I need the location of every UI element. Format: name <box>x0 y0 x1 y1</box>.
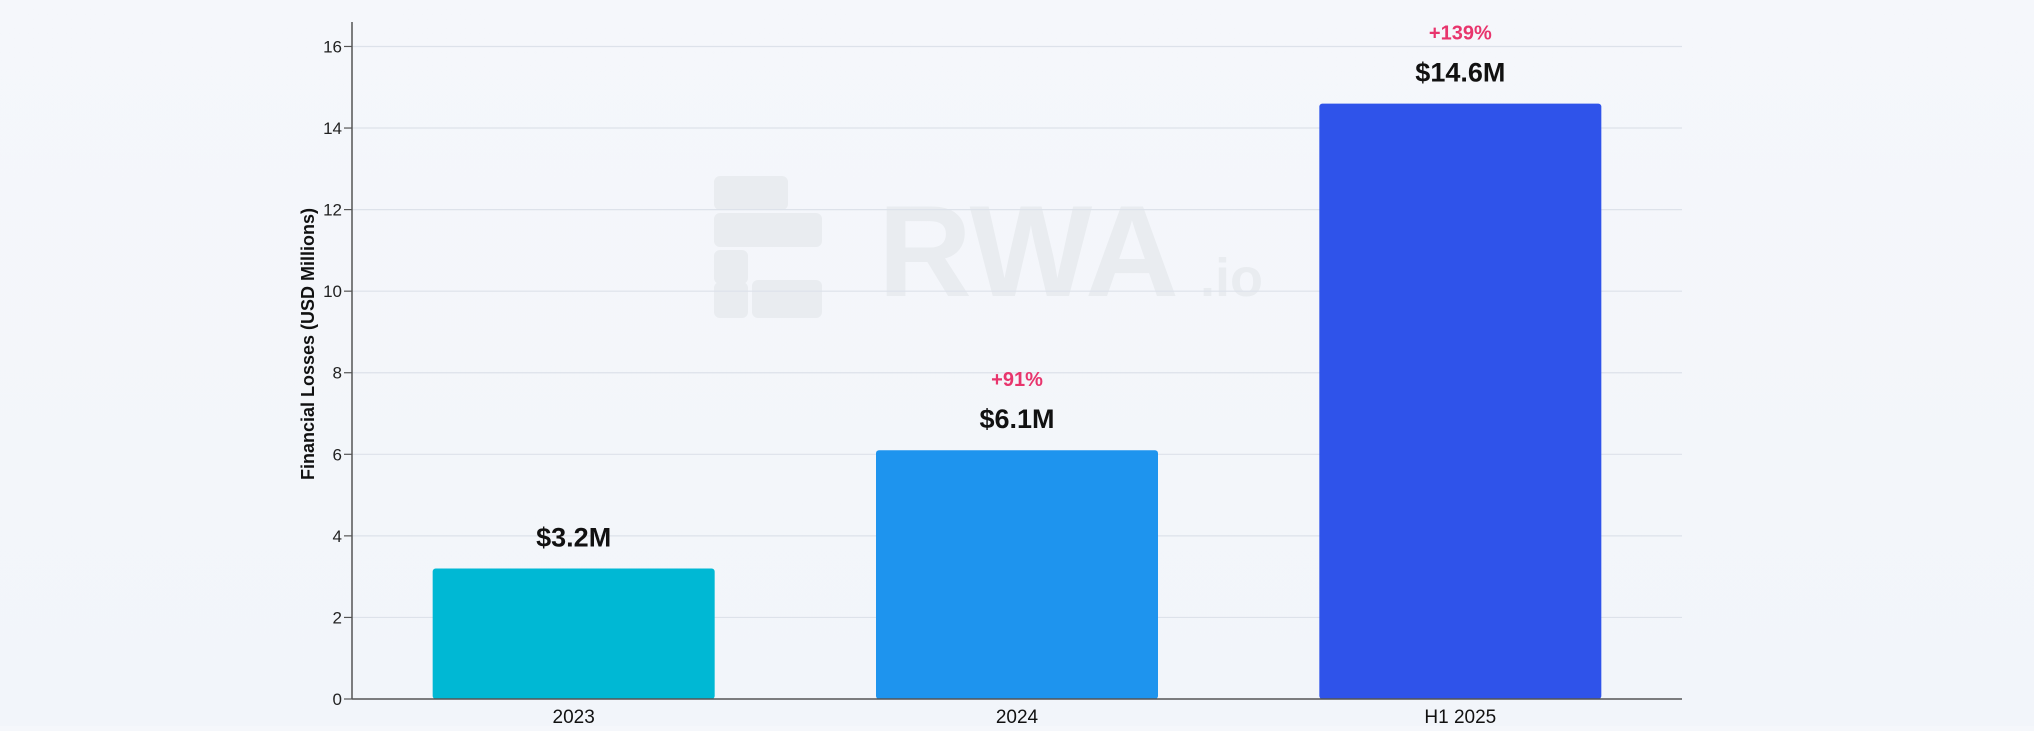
bar-2023 <box>432 568 715 699</box>
bar-labels: $3.2M 2023 $6.1M +91% 2024 $14.6M +139% H1 2025 <box>536 23 1505 728</box>
y-axis-ticks: 0 2 4 6 8 10 12 14 16 <box>323 37 352 709</box>
x-tick-label: 2024 <box>996 707 1039 726</box>
y-tick-label: 10 <box>323 282 342 301</box>
y-tick-label: 8 <box>333 364 342 383</box>
x-tick-label: 2023 <box>553 707 595 726</box>
y-tick-label: 16 <box>323 37 342 56</box>
y-axis-title: Financial Losses (USD Millions) <box>298 208 318 480</box>
y-tick-label: 2 <box>333 608 342 627</box>
y-tick-label: 12 <box>323 201 342 220</box>
bar-2024 <box>876 450 1158 699</box>
watermark-logo-mark <box>714 176 822 318</box>
value-label: $6.1M <box>979 404 1054 434</box>
watermark-text: RWA <box>878 178 1179 324</box>
x-tick-label: H1 2025 <box>1424 707 1496 726</box>
value-label: $14.6M <box>1415 58 1505 88</box>
growth-label: +139% <box>1429 23 1492 45</box>
value-label: $3.2M <box>536 522 611 552</box>
bar-h1-2025 <box>1319 103 1602 699</box>
y-tick-label: 4 <box>333 527 342 546</box>
growth-label: +91% <box>991 369 1043 391</box>
watermark-suffix: .io <box>1200 248 1263 308</box>
y-tick-label: 0 <box>333 690 342 709</box>
watermark-logo: RWA .io <box>714 176 1263 324</box>
y-tick-label: 14 <box>323 119 342 138</box>
y-tick-label: 6 <box>333 445 342 464</box>
bars <box>432 103 1602 699</box>
axes <box>351 22 1682 700</box>
